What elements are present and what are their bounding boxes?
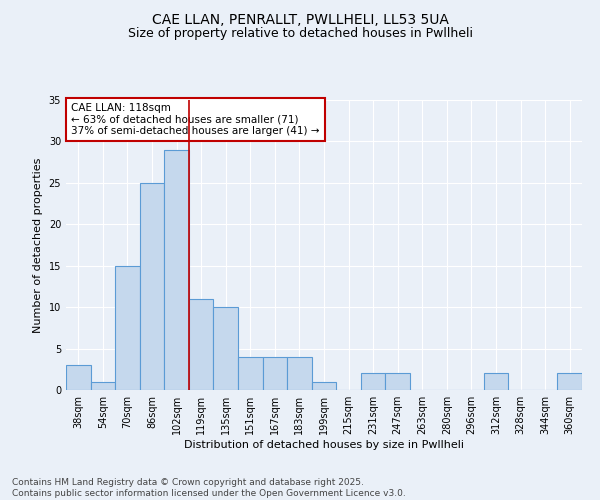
X-axis label: Distribution of detached houses by size in Pwllheli: Distribution of detached houses by size … [184,440,464,450]
Bar [164,150,189,390]
Bar [484,374,508,390]
Text: Size of property relative to detached houses in Pwllheli: Size of property relative to detached ho… [128,28,473,40]
Bar [238,357,263,390]
Bar [214,307,238,390]
Text: CAE LLAN: 118sqm
← 63% of detached houses are smaller (71)
37% of semi-detached : CAE LLAN: 118sqm ← 63% of detached house… [71,103,320,136]
Bar [263,357,287,390]
Bar [361,374,385,390]
Text: CAE LLAN, PENRALLT, PWLLHELI, LL53 5UA: CAE LLAN, PENRALLT, PWLLHELI, LL53 5UA [152,12,448,26]
Bar [287,357,312,390]
Bar [140,183,164,390]
Text: Contains HM Land Registry data © Crown copyright and database right 2025.
Contai: Contains HM Land Registry data © Crown c… [12,478,406,498]
Bar [66,365,91,390]
Bar [189,299,214,390]
Bar [557,374,582,390]
Bar [312,382,336,390]
Bar [115,266,140,390]
Bar [91,382,115,390]
Y-axis label: Number of detached properties: Number of detached properties [33,158,43,332]
Bar [385,374,410,390]
